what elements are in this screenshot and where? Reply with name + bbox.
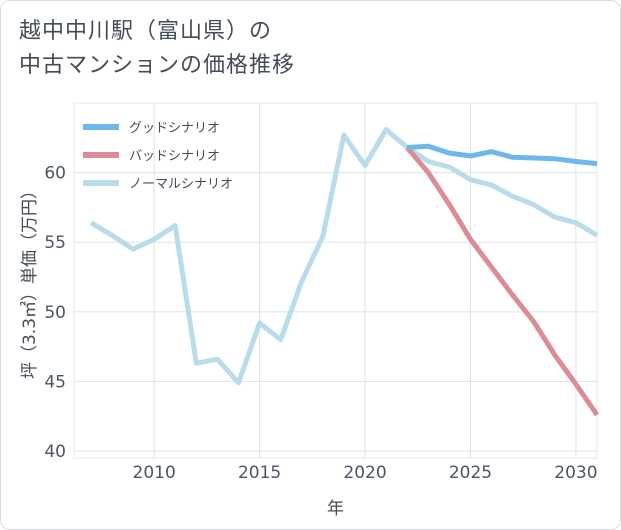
x-tick-label: 2020 [343, 463, 386, 483]
y-tick-label: 60 [44, 164, 66, 184]
x-axis-label: 年 [327, 499, 344, 519]
x-tick-labels: 2010 2015 2020 2025 2030 [133, 463, 598, 483]
x-tick-label: 2010 [133, 463, 176, 483]
y-tick-label: 50 [44, 303, 66, 323]
chart-title-line-2: 中古マンションの価格推移 [19, 53, 296, 78]
series-lines [89, 127, 600, 417]
legend-label: バッドシナリオ [129, 149, 220, 164]
x-tick-label: 2025 [449, 463, 492, 483]
y-tick-labels: 40 45 50 55 60 [44, 164, 66, 462]
y-tick-label: 55 [44, 233, 66, 253]
plot-area [73, 102, 598, 459]
x-tick-label: 2030 [554, 463, 597, 483]
series-line-0 [407, 143, 598, 167]
x-tick-label: 2015 [238, 463, 281, 483]
series-line-2 [89, 127, 599, 386]
chart-title-line-1: 越中中川駅（富山県）の [19, 19, 273, 44]
y-axis-label: 坪（3.3㎡）単価（万円） [20, 182, 40, 379]
chart-title: 越中中川駅（富山県）の 中古マンションの価格推移 [19, 15, 419, 83]
y-tick-label: 45 [44, 372, 66, 392]
legend-label: ノーマルシナリオ [129, 177, 233, 192]
y-tick-label: 40 [44, 442, 66, 462]
series-line-1 [405, 145, 600, 417]
legend-label: グッドシナリオ [129, 121, 220, 136]
